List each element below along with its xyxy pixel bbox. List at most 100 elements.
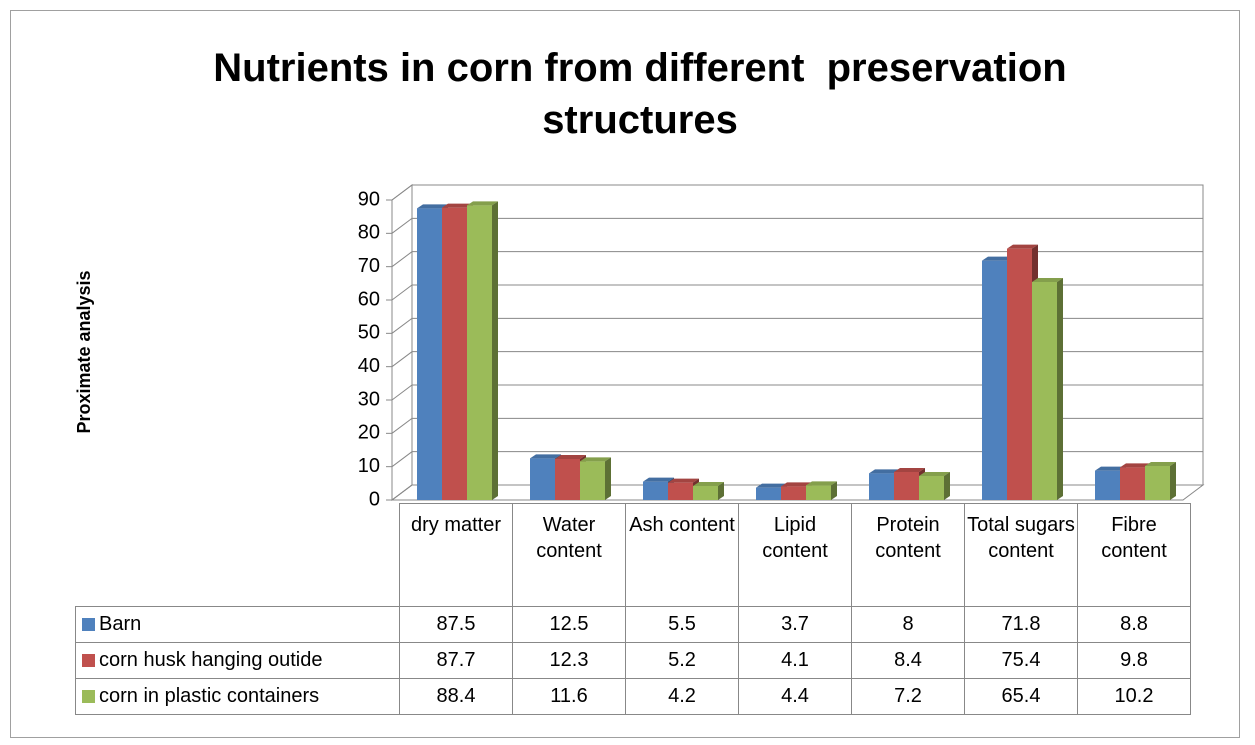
- bar-front: [869, 473, 894, 500]
- bar-top: [1032, 278, 1063, 282]
- y-tick-label: 60: [358, 288, 380, 310]
- bar-top: [1145, 462, 1176, 466]
- bar-side: [1170, 462, 1176, 500]
- table-row: corn in plastic containers 88.4 11.6 4.2 4.4…: [75, 678, 1191, 715]
- bar-front: [693, 486, 718, 500]
- bar-top: [1095, 466, 1126, 471]
- bar-front: [1145, 466, 1170, 500]
- bar-top: [894, 468, 925, 472]
- table-value: 88.4: [399, 678, 513, 715]
- legend-entry: corn in plastic containers: [75, 678, 400, 715]
- bar-top: [643, 477, 674, 482]
- bar-front: [467, 205, 492, 501]
- table-value: 5.2: [625, 642, 739, 679]
- bar-front: [668, 482, 693, 500]
- grid-line: [391, 284, 1203, 301]
- bar-top: [781, 482, 812, 487]
- bar-side: [605, 457, 611, 500]
- table-header-row: dry matter Water content Ash content Lipid …: [75, 503, 1191, 607]
- bar-top: [467, 201, 498, 206]
- bar-top: [580, 457, 611, 462]
- grid-line: [391, 184, 1203, 201]
- bar-top: [417, 204, 448, 209]
- side-wall: [391, 184, 413, 501]
- grid-line: [391, 417, 1203, 434]
- bar-top: [668, 478, 699, 483]
- y-tick-label: 80: [358, 222, 380, 244]
- y-tick-label: 40: [358, 355, 380, 377]
- bar-top: [1120, 463, 1151, 468]
- bar-side: [1057, 278, 1063, 500]
- bar-side: [492, 201, 498, 501]
- bar-front: [1007, 248, 1032, 500]
- table-value: 87.5: [399, 606, 513, 643]
- bar-side: [718, 482, 724, 500]
- legend-label: corn in plastic containers: [99, 685, 320, 707]
- table-value: 12.3: [512, 642, 626, 679]
- table-value: 8.8: [1077, 606, 1191, 643]
- y-tick-label: 20: [358, 422, 380, 444]
- table-value: 75.4: [964, 642, 1078, 679]
- chart-frame: [10, 10, 1240, 738]
- bar-front: [530, 458, 555, 500]
- bar-top: [982, 256, 1013, 261]
- bar-front: [894, 472, 919, 500]
- table-value: 8.4: [851, 642, 965, 679]
- y-tick-label: 30: [358, 388, 380, 410]
- table-value: 4.1: [738, 642, 852, 679]
- bar-front: [1032, 282, 1057, 500]
- bar-front: [756, 487, 781, 500]
- table-value: 87.7: [399, 642, 513, 679]
- bar-front: [781, 486, 806, 500]
- bar-top: [442, 203, 473, 208]
- legend-entry: Barn: [75, 606, 400, 643]
- table-value: 9.8: [1077, 642, 1191, 679]
- category-label: Ash content: [625, 503, 739, 607]
- bar-front: [806, 485, 831, 500]
- grid-line: [391, 351, 1203, 368]
- table-row: Barn 87.5 12.5 5.5 3.7 8 71.8 8.8: [75, 606, 1191, 643]
- table-corner: [75, 503, 400, 607]
- category-label: Total sugars content: [964, 503, 1078, 607]
- grid-line: [391, 384, 1203, 401]
- legend-label: Barn: [99, 613, 142, 635]
- y-tick-label: 90: [358, 188, 380, 210]
- bar-front: [919, 476, 944, 500]
- bar-front: [1095, 470, 1120, 500]
- y-axis-title: Proximate analysis: [74, 270, 94, 433]
- category-label: Fibre content: [1077, 503, 1191, 607]
- legend-entry: corn husk hanging outide: [75, 642, 400, 679]
- grid-line: [391, 251, 1203, 268]
- bar-front: [643, 481, 668, 500]
- y-tick-label: 10: [358, 455, 380, 477]
- table-value: 4.4: [738, 678, 852, 715]
- bar-top: [806, 481, 837, 486]
- data-table: dry matter Water content Ash content Lipid …: [75, 503, 1191, 715]
- table-value: 5.5: [625, 606, 739, 643]
- bar-side: [831, 481, 837, 500]
- grid-line: [391, 217, 1203, 234]
- bar-top: [756, 483, 787, 488]
- y-tick-label: 70: [358, 255, 380, 277]
- category-label: Lipid content: [738, 503, 852, 607]
- table-value: 8: [851, 606, 965, 643]
- bar-front: [982, 260, 1007, 500]
- bar-front: [442, 207, 467, 500]
- bar-front: [417, 208, 442, 501]
- y-tick-label: 0: [369, 488, 380, 510]
- table-value: 12.5: [512, 606, 626, 643]
- bar-top: [1007, 244, 1038, 249]
- table-value: 4.2: [625, 678, 739, 715]
- bar-front: [555, 459, 580, 500]
- bar-top: [555, 455, 586, 459]
- table-row: corn husk hanging outide 87.7 12.3 5.2 4.1 8.…: [75, 642, 1191, 679]
- bar-side: [944, 472, 950, 500]
- category-label: dry matter: [399, 503, 513, 607]
- bar-front: [580, 461, 605, 500]
- y-tick-label: 50: [358, 322, 380, 344]
- legend-key: [82, 690, 95, 703]
- table-value: 3.7: [738, 606, 852, 643]
- back-wall: [411, 184, 1204, 486]
